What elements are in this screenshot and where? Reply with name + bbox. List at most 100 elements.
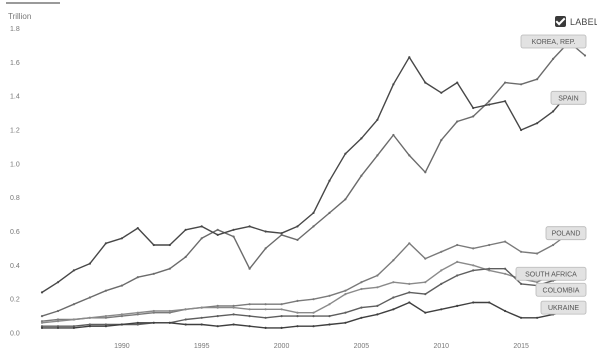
data-point-poland[interactable]	[152, 311, 155, 314]
data-point-colombia[interactable]	[216, 315, 219, 318]
data-point-south-africa[interactable]	[72, 318, 75, 321]
data-point-ukraine[interactable]	[40, 326, 44, 329]
data-point-spain[interactable]	[360, 137, 363, 140]
data-point-korea-rep[interactable]	[184, 255, 187, 258]
data-point-south-africa[interactable]	[232, 306, 235, 309]
data-point-ukraine[interactable]	[152, 321, 155, 324]
data-point-poland[interactable]	[392, 259, 395, 262]
data-point-korea-rep[interactable]	[392, 133, 395, 137]
data-point-poland[interactable]	[312, 298, 315, 301]
data-point-spain[interactable]	[152, 243, 155, 247]
data-point-south-africa[interactable]	[312, 311, 315, 314]
data-point-poland[interactable]	[408, 242, 411, 245]
data-point-korea-rep[interactable]	[472, 115, 475, 118]
data-point-colombia[interactable]	[360, 306, 363, 309]
data-point-spain[interactable]	[392, 83, 395, 86]
data-point-poland[interactable]	[360, 281, 363, 284]
data-point-poland[interactable]	[232, 304, 235, 307]
data-point-poland[interactable]	[424, 257, 427, 260]
data-point-korea-rep[interactable]	[424, 171, 427, 174]
data-point-korea-rep[interactable]	[120, 284, 123, 287]
data-point-poland[interactable]	[552, 243, 555, 247]
data-point-ukraine[interactable]	[536, 316, 539, 319]
data-point-colombia[interactable]	[376, 304, 379, 307]
data-point-south-africa[interactable]	[88, 316, 91, 319]
series-line-poland[interactable]	[41, 232, 585, 322]
data-point-ukraine[interactable]	[264, 326, 267, 329]
data-point-colombia[interactable]	[328, 315, 331, 318]
data-point-poland[interactable]	[168, 311, 171, 314]
data-point-korea-rep[interactable]	[248, 267, 251, 270]
data-point-korea-rep[interactable]	[264, 247, 267, 250]
data-point-colombia[interactable]	[520, 282, 523, 285]
data-point-poland[interactable]	[120, 315, 123, 318]
data-point-ukraine[interactable]	[424, 311, 427, 314]
data-point-colombia[interactable]	[296, 315, 299, 318]
data-point-south-africa[interactable]	[40, 321, 44, 324]
data-point-ukraine[interactable]	[408, 301, 411, 304]
data-point-south-africa[interactable]	[120, 313, 123, 316]
data-point-poland[interactable]	[56, 318, 60, 321]
data-point-ukraine[interactable]	[280, 326, 283, 329]
data-point-poland[interactable]	[488, 243, 491, 247]
data-point-spain[interactable]	[184, 228, 187, 231]
data-point-ukraine[interactable]	[200, 323, 203, 326]
data-point-korea-rep[interactable]	[312, 225, 315, 228]
data-point-korea-rep[interactable]	[296, 238, 299, 241]
data-point-colombia[interactable]	[56, 325, 60, 328]
data-point-ukraine[interactable]	[216, 325, 219, 328]
data-point-colombia[interactable]	[104, 323, 107, 326]
data-point-korea-rep[interactable]	[56, 309, 60, 313]
series-line-korea-rep[interactable]	[41, 41, 586, 317]
data-point-korea-rep[interactable]	[232, 235, 235, 238]
data-point-poland[interactable]	[104, 316, 107, 319]
label-toggle[interactable]: LABEL	[555, 16, 597, 27]
data-point-spain[interactable]	[40, 291, 44, 294]
data-point-korea-rep[interactable]	[200, 237, 203, 240]
data-point-korea-rep[interactable]	[328, 211, 331, 214]
data-point-ukraine[interactable]	[312, 325, 315, 328]
data-point-colombia[interactable]	[136, 323, 139, 326]
data-point-spain[interactable]	[328, 179, 331, 182]
data-point-korea-rep[interactable]	[408, 154, 411, 157]
data-point-south-africa[interactable]	[504, 272, 507, 275]
data-point-ukraine[interactable]	[392, 308, 395, 311]
data-point-colombia[interactable]	[472, 269, 475, 272]
data-point-colombia[interactable]	[312, 315, 315, 318]
data-point-ukraine[interactable]	[184, 323, 187, 326]
data-point-south-africa[interactable]	[104, 315, 107, 318]
data-point-spain[interactable]	[312, 211, 315, 214]
data-point-colombia[interactable]	[488, 267, 491, 270]
data-point-spain[interactable]	[488, 103, 491, 106]
data-point-poland[interactable]	[264, 303, 267, 306]
data-point-south-africa[interactable]	[456, 260, 459, 263]
data-point-poland[interactable]	[456, 243, 459, 247]
data-point-korea-rep[interactable]	[440, 139, 443, 142]
data-point-korea-rep[interactable]	[360, 174, 363, 177]
data-point-korea-rep[interactable]	[376, 154, 379, 157]
data-point-ukraine[interactable]	[440, 308, 443, 311]
data-point-korea-rep[interactable]	[583, 54, 587, 57]
data-point-korea-rep[interactable]	[104, 289, 107, 292]
data-point-ukraine[interactable]	[104, 325, 107, 328]
data-point-spain[interactable]	[56, 281, 60, 284]
data-point-ukraine[interactable]	[56, 326, 60, 329]
data-point-ukraine[interactable]	[72, 326, 75, 329]
data-point-spain[interactable]	[440, 91, 443, 94]
data-point-spain[interactable]	[520, 128, 523, 132]
data-point-colombia[interactable]	[456, 274, 459, 277]
data-point-poland[interactable]	[536, 252, 539, 255]
data-point-south-africa[interactable]	[344, 293, 347, 296]
data-point-colombia[interactable]	[504, 267, 507, 270]
data-point-poland[interactable]	[504, 240, 507, 243]
data-point-poland[interactable]	[296, 299, 299, 302]
data-point-south-africa[interactable]	[488, 269, 491, 272]
data-point-ukraine[interactable]	[376, 313, 379, 316]
data-point-colombia[interactable]	[248, 315, 251, 318]
data-point-ukraine[interactable]	[168, 321, 171, 324]
data-point-korea-rep[interactable]	[488, 100, 491, 103]
data-point-poland[interactable]	[520, 250, 523, 253]
data-point-spain[interactable]	[88, 262, 91, 265]
data-point-korea-rep[interactable]	[504, 81, 507, 84]
data-point-colombia[interactable]	[280, 315, 283, 318]
